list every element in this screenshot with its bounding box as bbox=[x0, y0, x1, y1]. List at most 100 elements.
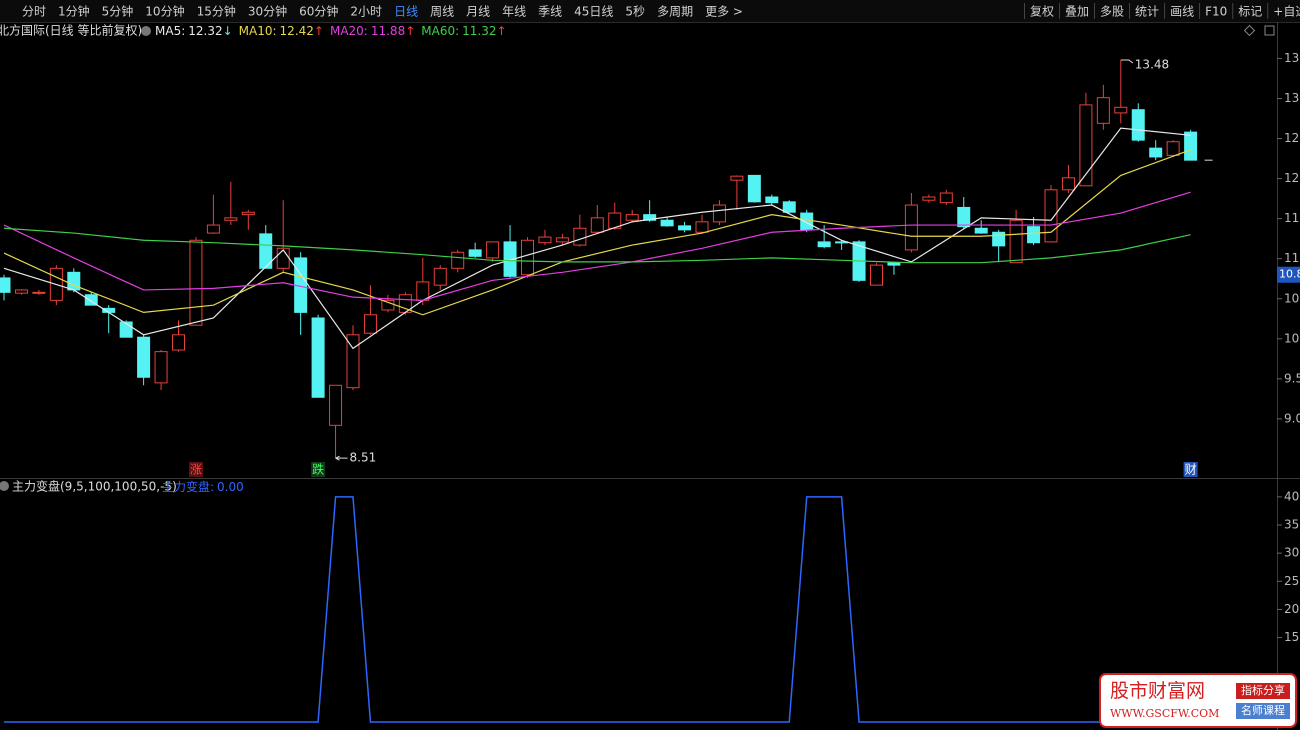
legend-value: 12.32 bbox=[188, 24, 222, 38]
candle-body bbox=[32, 291, 46, 294]
period-tab[interactable]: 月线 bbox=[466, 5, 490, 19]
candle-body bbox=[1044, 189, 1058, 243]
y-tick-label: 9.50 bbox=[1284, 371, 1300, 385]
y-tick-label: 10.00 bbox=[1284, 331, 1300, 345]
event-badge bbox=[311, 462, 326, 477]
period-tab[interactable]: 年线 bbox=[502, 5, 526, 19]
tag-bg bbox=[1236, 703, 1290, 719]
indicator-line bbox=[4, 496, 1191, 723]
y-tick-label: 9.00 bbox=[1284, 411, 1300, 425]
candle-body bbox=[1061, 177, 1075, 191]
period-tab[interactable]: 日线 bbox=[394, 5, 418, 19]
price-label-bg bbox=[1277, 266, 1300, 283]
tool-button[interactable]: +自选 bbox=[1273, 5, 1300, 19]
period-tab[interactable]: 15分钟 bbox=[197, 4, 236, 19]
y-tick-label: 13.50 bbox=[1284, 51, 1300, 65]
candle-body bbox=[922, 196, 936, 201]
period-tab[interactable]: 45日线 bbox=[574, 5, 613, 19]
candle-body bbox=[957, 206, 971, 228]
ma-line bbox=[3, 191, 1191, 301]
watermark-title: 股市财富网 bbox=[1110, 680, 1205, 702]
high-pointer bbox=[1120, 59, 1134, 64]
period-tab[interactable]: 更多 > bbox=[705, 5, 743, 19]
watermark-url: WWW.GSCFW.COM bbox=[1110, 707, 1219, 720]
watermark-tag: 名师课程 bbox=[1241, 703, 1285, 717]
candle-body bbox=[224, 217, 238, 221]
candle-body bbox=[555, 237, 569, 243]
candle-body bbox=[904, 204, 918, 251]
tool-button[interactable]: 复权 bbox=[1030, 5, 1054, 19]
candle-body bbox=[451, 251, 465, 269]
tag-bg bbox=[1236, 683, 1290, 699]
candle-body bbox=[521, 239, 534, 276]
legend-label: MA10: bbox=[239, 24, 277, 38]
period-tab[interactable]: 季线 bbox=[538, 5, 562, 19]
candle-body bbox=[468, 249, 482, 257]
legend-arrow: ↑ bbox=[405, 24, 415, 38]
y-tick-label: 25 bbox=[1284, 574, 1299, 588]
tool-button[interactable]: 标记 bbox=[1238, 5, 1262, 19]
legend-arrow: ↓ bbox=[223, 24, 233, 38]
event-label[interactable]: 涨 bbox=[190, 462, 202, 477]
period-tab[interactable]: 1分钟 bbox=[58, 4, 90, 19]
y-tick-label: 11.00 bbox=[1284, 251, 1300, 265]
candle-body bbox=[590, 217, 604, 233]
candle-body bbox=[695, 221, 709, 233]
chart-title: 北方国际(日线 等比前复权) bbox=[0, 23, 142, 38]
ma-line bbox=[3, 149, 1191, 316]
indicator-legend: 主力变盘: 0.00 bbox=[162, 479, 244, 494]
candle-body bbox=[259, 233, 273, 269]
low-pointer bbox=[335, 455, 348, 461]
square-icon[interactable] bbox=[1264, 25, 1275, 36]
candle-body bbox=[643, 214, 657, 221]
candle-body bbox=[206, 224, 220, 234]
y-tick-label: 15 bbox=[1284, 630, 1299, 644]
candle-body bbox=[329, 384, 343, 426]
tool-button[interactable]: F10 bbox=[1205, 5, 1227, 19]
candle-body bbox=[14, 289, 28, 294]
period-tab[interactable]: 周线 bbox=[430, 5, 454, 19]
candle-body bbox=[1009, 219, 1023, 264]
candle-body bbox=[765, 196, 779, 204]
candle-body bbox=[172, 334, 185, 351]
candle-body bbox=[137, 336, 151, 378]
period-tab[interactable]: 分时 bbox=[22, 5, 46, 19]
legend-value: 11.32 bbox=[462, 24, 496, 38]
ma-line bbox=[3, 127, 1191, 350]
tool-button[interactable]: 多股 bbox=[1100, 5, 1124, 19]
event-label[interactable]: 跌 bbox=[312, 462, 324, 477]
diamond-icon[interactable] bbox=[1243, 24, 1256, 37]
period-tab[interactable]: 2小时 bbox=[350, 5, 382, 19]
settings-icon[interactable] bbox=[0, 481, 9, 491]
candle-body bbox=[800, 212, 814, 231]
tool-button[interactable]: 统计 bbox=[1135, 5, 1159, 19]
event-badge bbox=[1183, 462, 1198, 477]
candle-body bbox=[712, 204, 726, 223]
candle-body bbox=[625, 214, 639, 221]
candle-body bbox=[974, 227, 988, 234]
candle-body bbox=[241, 211, 255, 216]
period-tab[interactable]: 5秒 bbox=[625, 5, 645, 19]
period-tab[interactable]: 60分钟 bbox=[299, 4, 338, 19]
period-tab[interactable]: 10分钟 bbox=[145, 4, 184, 19]
y-tick-label: 13.00 bbox=[1284, 91, 1300, 105]
settings-icon[interactable] bbox=[141, 26, 151, 36]
candle-body bbox=[1096, 97, 1110, 124]
event-label[interactable]: 财 bbox=[1185, 463, 1197, 477]
period-tab[interactable]: 多周期 bbox=[657, 5, 693, 19]
y-tick-label: 12.00 bbox=[1284, 171, 1300, 185]
candle-body bbox=[573, 227, 587, 246]
y-tick-label: 11.50 bbox=[1284, 211, 1300, 225]
legend-label: MA60: bbox=[421, 24, 459, 38]
tool-button[interactable]: 画线 bbox=[1170, 5, 1194, 19]
indicator-title: 主力变盘(9,5,100,100,50,-5) bbox=[12, 479, 177, 494]
legend-item: MA5: 12.32↓ bbox=[155, 24, 233, 38]
period-tab[interactable]: 5分钟 bbox=[102, 4, 134, 19]
period-tab[interactable]: 30分钟 bbox=[248, 4, 287, 19]
tool-button[interactable]: 叠加 bbox=[1065, 5, 1089, 19]
candle-body bbox=[84, 294, 98, 306]
candle-body bbox=[1027, 226, 1041, 244]
y-tick-label: 35 bbox=[1284, 518, 1299, 532]
